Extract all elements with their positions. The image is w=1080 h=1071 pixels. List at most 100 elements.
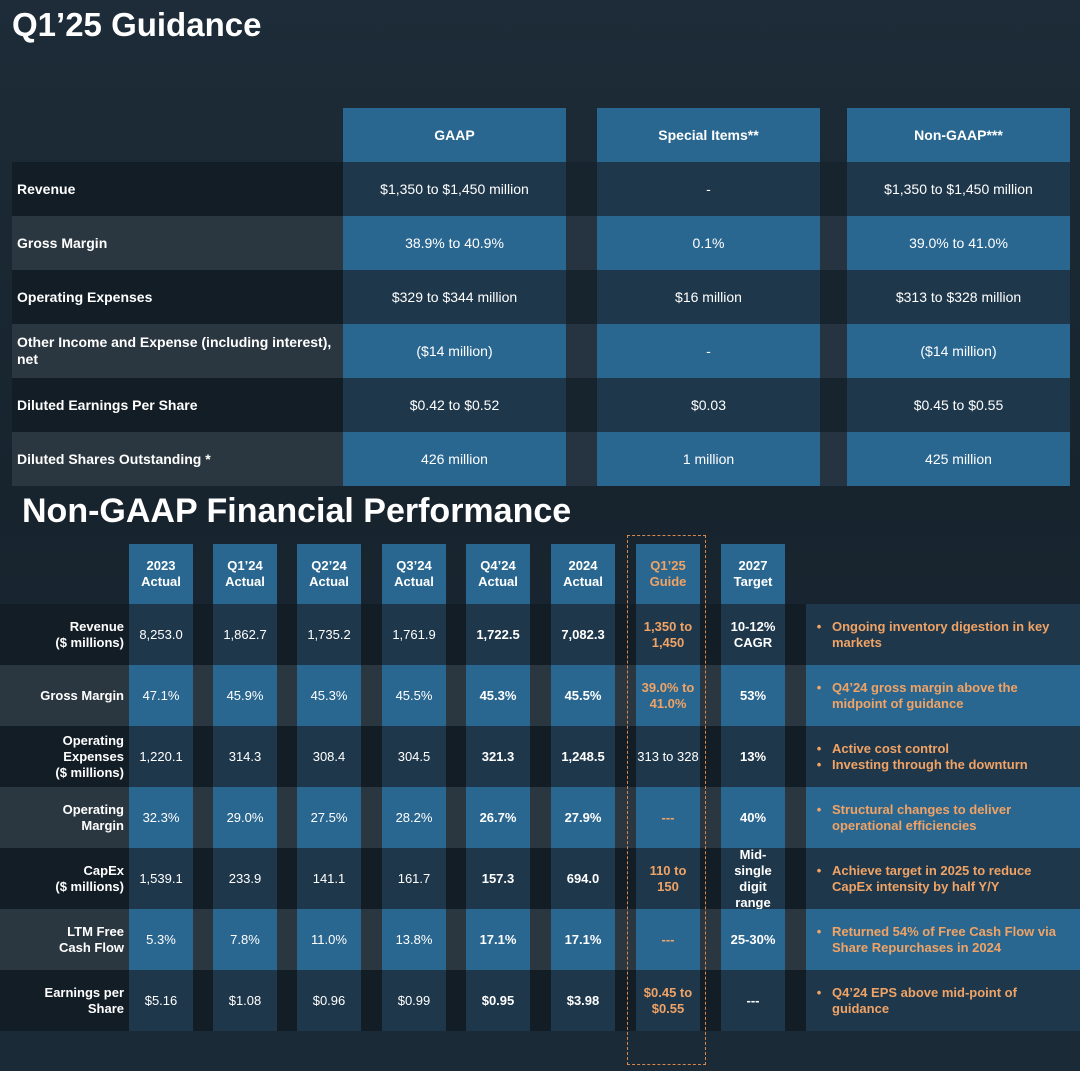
guidance-row-label: Other Income and Expense (including inte… [12, 324, 343, 378]
note-item: • Returned 54% of Free Cash Flow via Shar… [806, 924, 1080, 956]
guidance-row-label: Diluted Earnings Per Share [12, 378, 343, 432]
note-text: Structural changes to deliver operationa… [832, 801, 1012, 833]
guidance-row-gap [566, 378, 597, 432]
performance-cell: 1,220.1 [129, 726, 193, 787]
note-text: Investing through the downturn [832, 756, 1028, 772]
performance-cell: --- [636, 787, 700, 848]
performance-cell: --- [636, 909, 700, 970]
bullet-icon: • [816, 618, 822, 634]
performance-row: Operating Margin 32.3% 29.0% 27.5% 28.2% 26.7%… [0, 787, 1080, 848]
performance-cell: $1.08 [213, 970, 277, 1031]
performance-row-notes: • Achieve target in 2025 to reduce CapEx … [806, 848, 1080, 909]
guidance-row-gap [566, 270, 597, 324]
guidance-cell: $0.03 [597, 378, 820, 432]
q1-guide-highlight-box [627, 535, 706, 1065]
guidance-cell: ($14 million) [343, 324, 566, 378]
performance-cell: 27.5% [297, 787, 361, 848]
performance-cell: 25-30% [721, 909, 785, 970]
performance-cell: 1,862.7 [213, 604, 277, 665]
bullet-icon: • [816, 679, 822, 695]
performance-row-label: LTM Free Cash Flow [58, 923, 124, 955]
performance-cell: 304.5 [382, 726, 446, 787]
guidance-row: Diluted Earnings Per Share $0.42 to $0.52… [12, 378, 1072, 432]
performance-cell: 13% [721, 726, 785, 787]
bullet-icon: • [816, 923, 822, 939]
guidance-cell: $0.45 to $0.55 [847, 378, 1070, 432]
performance-cell: 321.3 [466, 726, 530, 787]
performance-cell: 7,082.3 [551, 604, 615, 665]
performance-cell: 27.9% [551, 787, 615, 848]
note-item: • Investing through the downturn [806, 757, 1080, 773]
guidance-cell: - [597, 324, 820, 378]
performance-header-row: 2023 Actual Q1’24 Actual Q2’24 Actual Q3’24 Act… [0, 544, 1080, 604]
guidance-row-gap [820, 162, 847, 216]
performance-cell: 17.1% [551, 909, 615, 970]
performance-cell: 26.7% [466, 787, 530, 848]
performance-cell: 32.3% [129, 787, 193, 848]
guidance-cell: 39.0% to 41.0% [847, 216, 1070, 270]
performance-header-cell: 2024 Actual [551, 544, 615, 604]
performance-cell: 40% [721, 787, 785, 848]
performance-cell: 45.3% [297, 665, 361, 726]
performance-cell: 1,761.9 [382, 604, 446, 665]
guidance-header-gaap: GAAP [343, 108, 566, 162]
performance-header-cell: Q4’24 Actual [466, 544, 530, 604]
performance-header-cell: 2027 Target [721, 544, 785, 604]
performance-header-cell: 2023 Actual [129, 544, 193, 604]
bullet-icon: • [816, 862, 822, 878]
bullet-icon: • [816, 801, 822, 817]
guidance-row-label: Diluted Shares Outstanding * [12, 432, 343, 486]
note-text: Q4’24 gross margin above the midpoint of… [832, 679, 1018, 711]
note-item: • Structural changes to deliver operation… [806, 802, 1080, 834]
guidance-row-gap [566, 216, 597, 270]
guidance-cell: 425 million [847, 432, 1070, 486]
guidance-row: Operating Expenses $329 to $344 million $1… [12, 270, 1072, 324]
performance-row-notes: • Q4’24 gross margin above the midpoint o… [806, 665, 1080, 726]
guidance-row-label: Revenue [12, 162, 343, 216]
guidance-row-gap [566, 162, 597, 216]
performance-cell: 694.0 [551, 848, 615, 909]
guidance-cell: $1,350 to $1,450 million [847, 162, 1070, 216]
guidance-row-gap [566, 432, 597, 486]
guidance-row: Other Income and Expense (including inte… [12, 324, 1072, 378]
guidance-row-gap [820, 216, 847, 270]
performance-cell: $0.45 to $0.55 [636, 970, 700, 1031]
note-item: • Active cost control [806, 741, 1080, 757]
guidance-cell: $1,350 to $1,450 million [343, 162, 566, 216]
performance-row: Gross Margin 47.1% 45.9% 45.3% 45.5% 45.3% 45.… [0, 665, 1080, 726]
guidance-row: Gross Margin 38.9% to 40.9% 0.1% 39.0% to 4… [12, 216, 1072, 270]
performance-cell: Mid-single digit range [721, 847, 785, 910]
performance-cell: 110 to 150 [636, 848, 700, 909]
performance-row-notes: • Q4’24 EPS above mid-point of guidance [806, 970, 1080, 1031]
guidance-cell: ($14 million) [847, 324, 1070, 378]
guidance-header-row: GAAP Special Items** Non-GAAP*** [12, 108, 1072, 162]
guidance-row-gap [820, 432, 847, 486]
note-text: Q4’24 EPS above mid-point of guidance [832, 984, 1017, 1016]
guidance-row-gap [820, 378, 847, 432]
performance-row: LTM Free Cash Flow 5.3% 7.8% 11.0% 13.8% 17.1%… [0, 909, 1080, 970]
performance-cell: 45.5% [382, 665, 446, 726]
performance-cell: 13.8% [382, 909, 446, 970]
performance-cell: 28.2% [382, 787, 446, 848]
performance-cell: 1,722.5 [466, 604, 530, 665]
guidance-row-label: Gross Margin [12, 216, 343, 270]
performance-cell: 45.3% [466, 665, 530, 726]
performance-cell: 308.4 [297, 726, 361, 787]
performance-cell: 233.9 [213, 848, 277, 909]
performance-cell: 45.9% [213, 665, 277, 726]
performance-row-label: Earnings per Share [44, 984, 124, 1016]
performance-cell: $0.96 [297, 970, 361, 1031]
performance-header-cell: Q1’25 Guide [636, 544, 700, 604]
performance-cell: $3.98 [551, 970, 615, 1031]
guidance-cell: 426 million [343, 432, 566, 486]
performance-row-label: Operating Expenses ($ millions) [55, 732, 124, 780]
guidance-row: Revenue $1,350 to $1,450 million - $1,350 t… [12, 162, 1072, 216]
performance-row: Revenue ($ millions) 8,253.0 1,862.7 1,735.2… [0, 604, 1080, 665]
performance-cell: 8,253.0 [129, 604, 193, 665]
note-text: Ongoing inventory digestion in key marke… [832, 618, 1050, 650]
performance-cell: 1,539.1 [129, 848, 193, 909]
performance-row: Operating Expenses ($ millions) 1,220.1 314.… [0, 726, 1080, 787]
performance-cell: 7.8% [213, 909, 277, 970]
performance-row-notes: • Returned 54% of Free Cash Flow via Shar… [806, 909, 1080, 970]
note-item: • Q4’24 gross margin above the midpoint o… [806, 680, 1080, 712]
